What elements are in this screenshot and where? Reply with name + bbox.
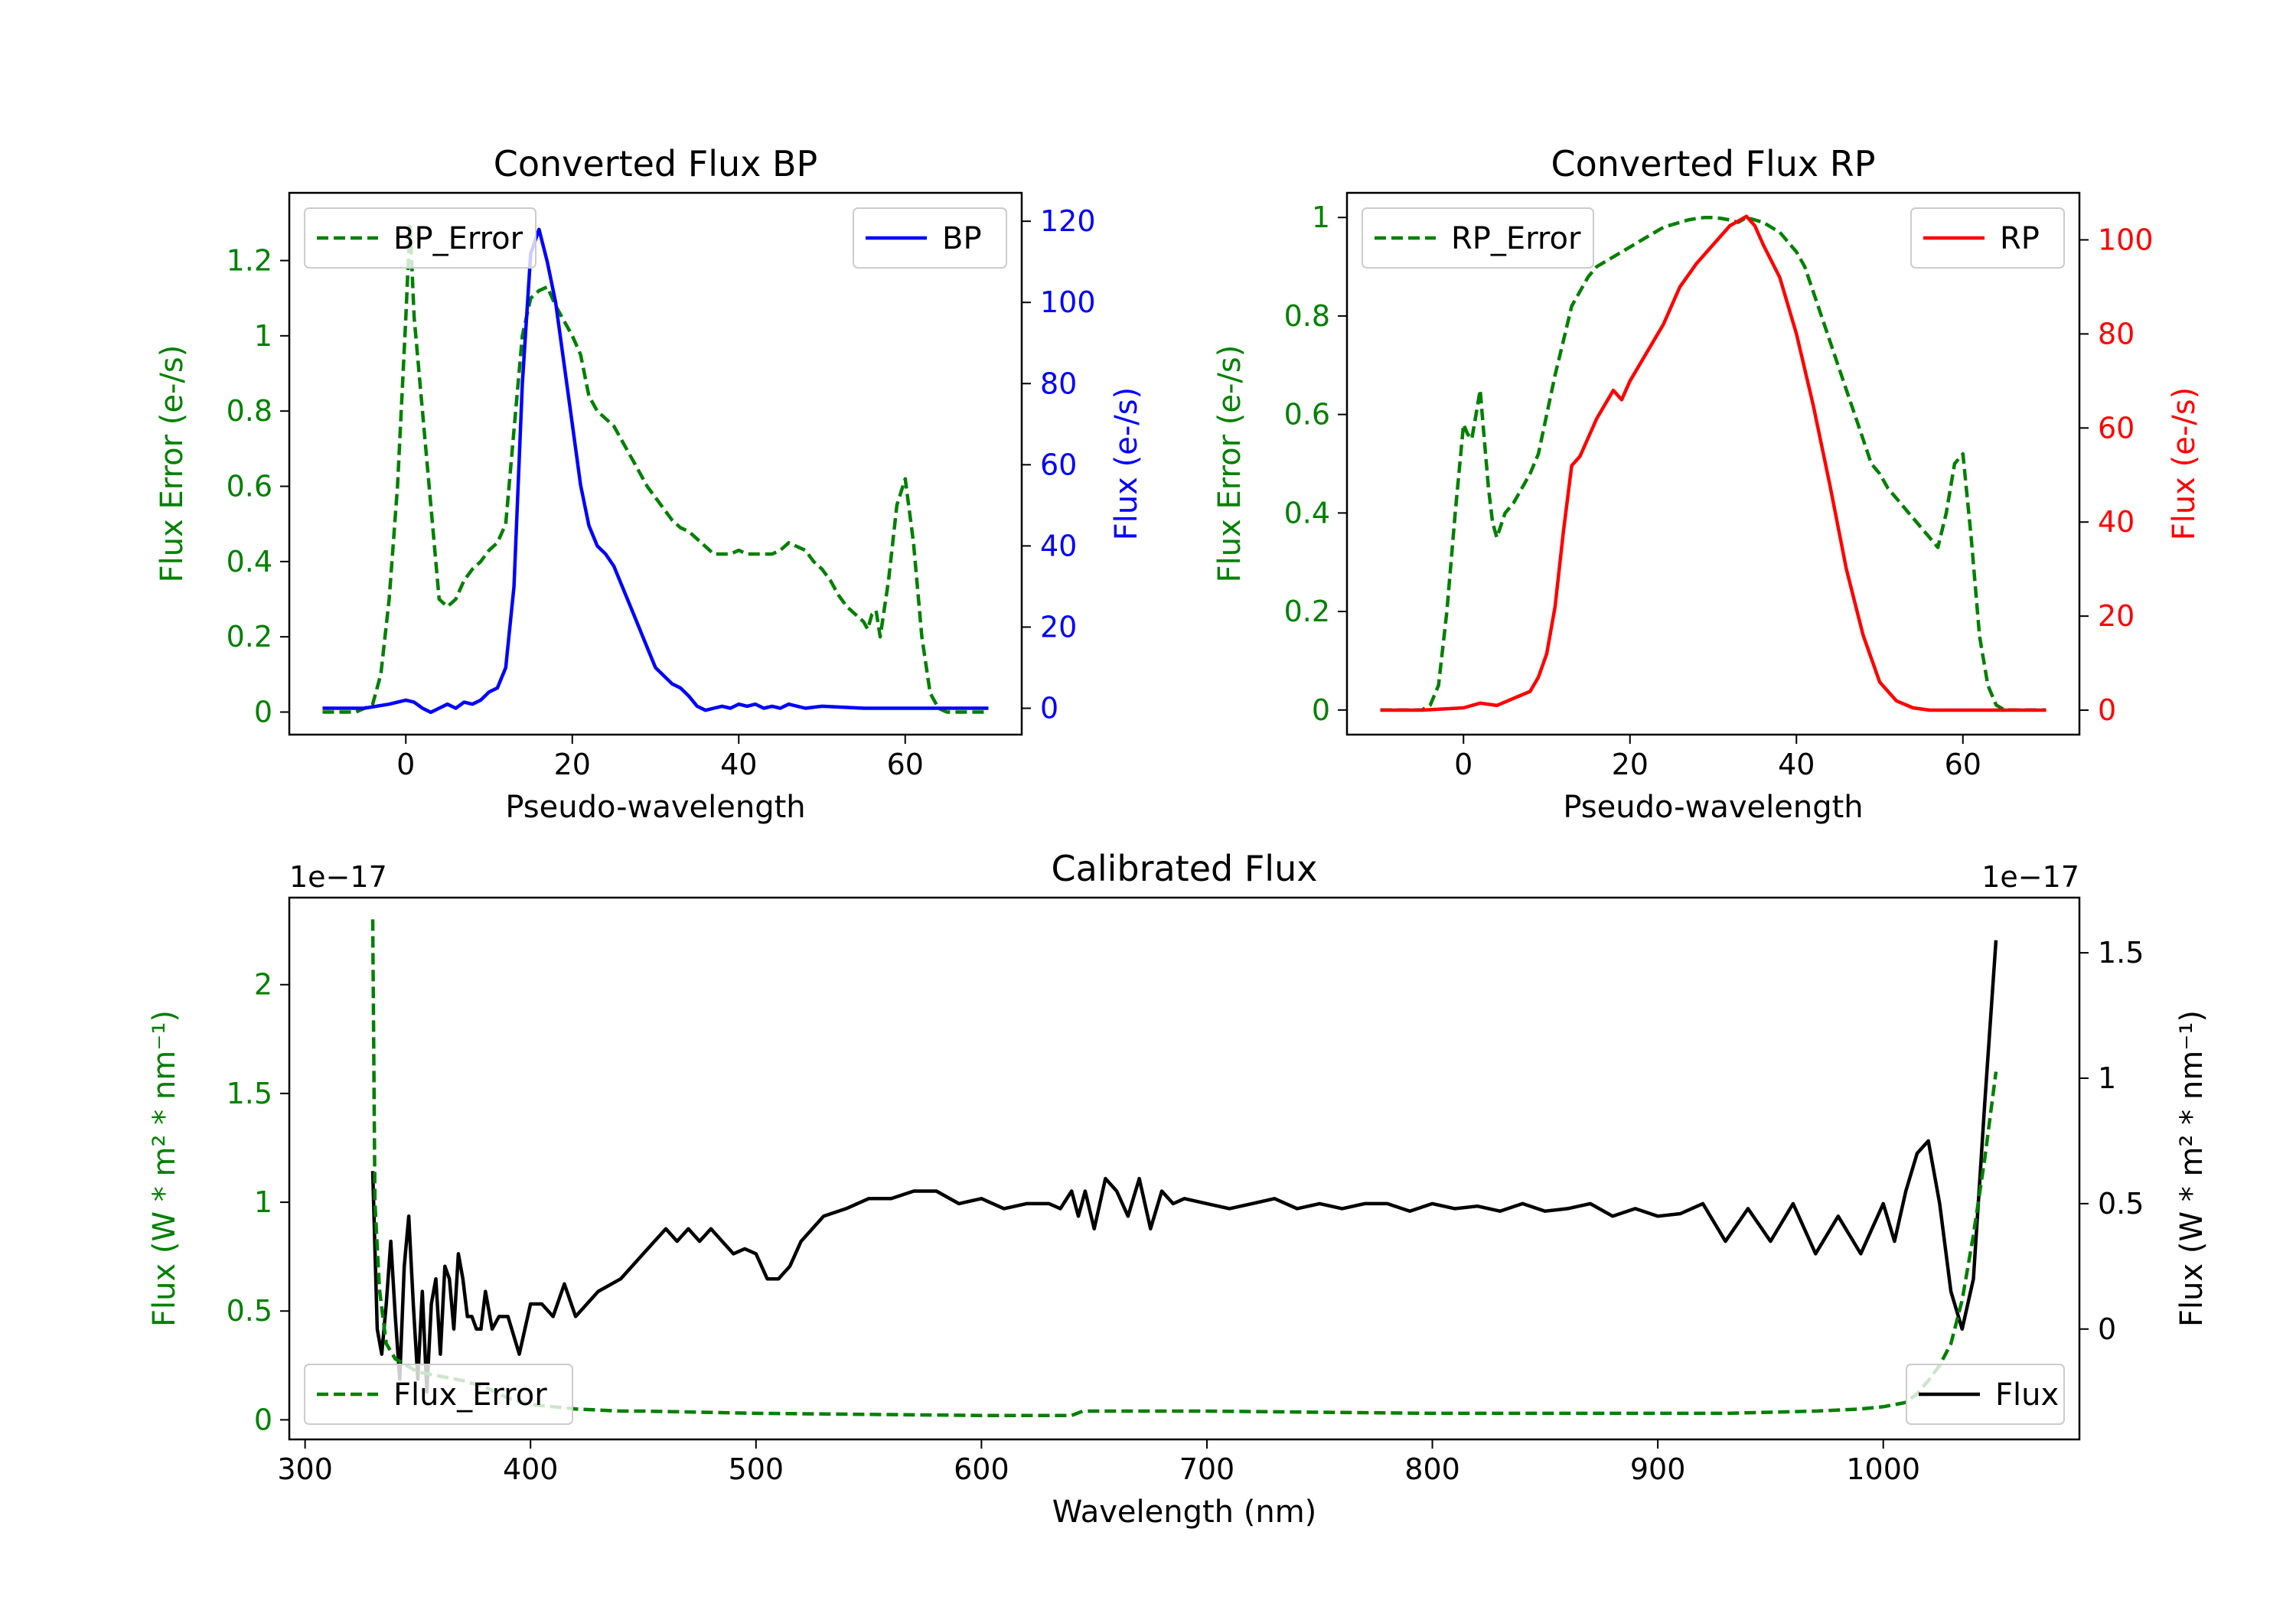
series-line-rp-error — [1380, 215, 2047, 712]
y-right-tick-label: 100 — [1040, 285, 1096, 319]
y-left-axis-label: Flux Error (e-/s) — [1212, 345, 1247, 583]
y-left-tick-label: 1 — [1312, 200, 1330, 234]
chart-title: Calibrated Flux — [1052, 848, 1318, 889]
y-left-tick-label: 0 — [254, 696, 272, 729]
y-left-tick-label: 0.8 — [1284, 299, 1330, 333]
legend-box — [1362, 207, 1594, 269]
x-tick-label: 500 — [729, 1452, 784, 1486]
y-right-tick-label: 20 — [1040, 610, 1077, 644]
y-right-offset-label: 1e−17 — [1981, 860, 2079, 894]
plot-frame — [288, 191, 1023, 736]
legend-box — [1910, 207, 2065, 269]
plot-frame — [1345, 191, 2081, 736]
chart-1: Converted Flux BP 0 20 40 60 Pseudo-wavelengt… — [155, 143, 1144, 825]
y-left-tick-label: 0.6 — [227, 470, 272, 504]
y-left-axis-label: Flux (W * m² * nm⁻¹) — [147, 1010, 182, 1327]
legend-label: BP — [942, 221, 982, 256]
x-tick-label: 40 — [720, 748, 757, 781]
legend-label: RP_Error — [1451, 221, 1581, 256]
x-axis-label: Pseudo-wavelength — [505, 790, 805, 825]
series-line-flux-error — [370, 919, 1998, 1417]
legend-bp: BP — [853, 207, 1007, 269]
y-right-tick-label: 0 — [1040, 692, 1058, 725]
series-line-rp — [1380, 214, 2047, 712]
x-tick-label: 0 — [1454, 748, 1473, 781]
y-left-tick-label: 0.2 — [1284, 595, 1330, 628]
series-line-bp-error — [322, 221, 989, 714]
legend-flux: Flux — [1906, 1364, 2065, 1425]
y-left-tick-label: 1 — [254, 1185, 272, 1219]
legend-box — [853, 207, 1007, 269]
chart-title: Converted Flux BP — [494, 143, 818, 184]
y-right-tick-label: 60 — [2098, 411, 2135, 445]
y-right-tick-label: 0.5 — [2098, 1187, 2144, 1221]
y-right-tick-label: 1.5 — [2098, 936, 2144, 970]
y-left-tick-label: 0.6 — [1284, 398, 1330, 432]
y-right-tick-label: 0 — [2098, 693, 2116, 727]
legend-box — [1906, 1364, 2065, 1425]
x-axis-label: Pseudo-wavelength — [1563, 790, 1863, 825]
x-tick-label: 300 — [277, 1452, 333, 1486]
y-left-tick-label: 1.2 — [227, 244, 272, 278]
y-right-tick-label: 40 — [1040, 529, 1077, 562]
y-left-axis-label: Flux Error (e-/s) — [155, 345, 190, 583]
x-tick-label: 800 — [1404, 1452, 1460, 1486]
x-axis-label: Wavelength (nm) — [1052, 1495, 1317, 1530]
y-right-tick-label: 100 — [2098, 223, 2154, 256]
legend-bp-error: BP_Error — [304, 207, 536, 269]
legend-rp-error: RP_Error — [1362, 207, 1594, 269]
x-tick-label: 900 — [1630, 1452, 1686, 1486]
y-right-tick-label: 20 — [2098, 599, 2135, 633]
y-left-tick-label: 0.2 — [227, 620, 272, 654]
y-left-tick-label: 0.8 — [227, 394, 272, 428]
x-tick-label: 40 — [1778, 748, 1815, 781]
x-tick-label: 400 — [503, 1452, 559, 1486]
chart-title: Converted Flux RP — [1551, 143, 1876, 184]
y-right-tick-label: 60 — [1040, 448, 1077, 481]
series-line-bp — [322, 227, 989, 715]
y-right-tick-label: 80 — [1040, 367, 1077, 400]
x-tick-label: 0 — [396, 748, 415, 781]
y-right-tick-label: 120 — [1040, 204, 1096, 238]
x-tick-label: 60 — [1945, 748, 1981, 781]
y-left-tick-label: 1.5 — [227, 1077, 272, 1110]
x-tick-label: 700 — [1179, 1452, 1235, 1486]
x-tick-label: 20 — [554, 748, 591, 781]
legend-label: BP_Error — [393, 221, 523, 256]
y-right-axis-label: Flux (e-/s) — [2167, 387, 2202, 540]
plot-frame — [288, 896, 2081, 1441]
legend-label: Flux_Error — [393, 1377, 547, 1413]
x-tick-label: 60 — [887, 748, 924, 781]
x-tick-label: 20 — [1612, 748, 1649, 781]
series-line-flux — [370, 940, 1998, 1393]
y-left-tick-label: 0 — [1312, 693, 1330, 727]
y-right-tick-label: 40 — [2098, 505, 2135, 539]
legend-rp: RP — [1910, 207, 2065, 269]
legend-box — [304, 207, 536, 269]
y-right-tick-label: 80 — [2098, 317, 2135, 350]
y-left-tick-label: 2 — [254, 968, 272, 1002]
chart-2: Converted Flux RP 0 20 40 60 Pseudo-wavelengt… — [1212, 143, 2202, 825]
y-left-offset-label: 1e−17 — [289, 860, 387, 894]
y-right-tick-label: 1 — [2098, 1061, 2116, 1095]
y-right-axis-label: Flux (W * m² * nm⁻¹) — [2174, 1010, 2210, 1327]
y-left-tick-label: 0.4 — [227, 545, 272, 579]
legend-label: RP — [2000, 221, 2040, 256]
x-tick-label: 1000 — [1846, 1452, 1920, 1486]
y-left-tick-label: 0 — [254, 1403, 272, 1436]
legend-flux-error: Flux_Error — [304, 1364, 573, 1425]
legend-label: Flux — [1995, 1377, 2059, 1413]
y-left-tick-label: 0.4 — [1284, 496, 1330, 530]
y-right-tick-label: 0 — [2098, 1312, 2116, 1346]
x-tick-label: 600 — [954, 1452, 1009, 1486]
y-left-tick-label: 1 — [254, 319, 272, 353]
y-right-axis-label: Flux (e-/s) — [1109, 387, 1144, 540]
y-left-tick-label: 0.5 — [227, 1294, 272, 1328]
legend-box — [304, 1364, 573, 1425]
